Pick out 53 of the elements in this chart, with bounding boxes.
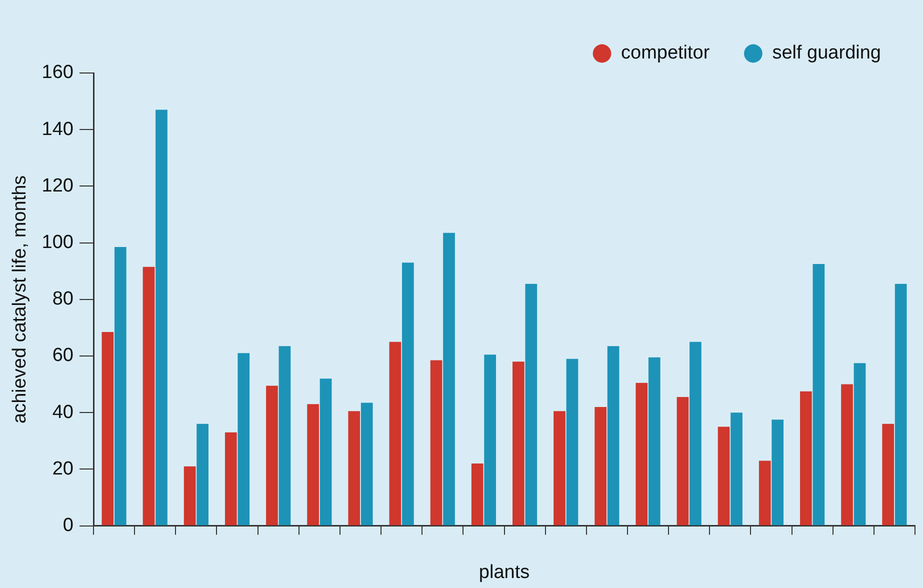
bar	[156, 110, 168, 526]
bar	[443, 232, 455, 526]
bar	[102, 332, 114, 526]
bar	[676, 397, 689, 526]
bar	[758, 460, 771, 526]
bar	[812, 264, 825, 526]
bar	[307, 404, 319, 526]
bar	[196, 424, 208, 526]
y-tick-label: 0	[62, 515, 74, 536]
bar	[554, 411, 566, 526]
bar	[566, 358, 578, 526]
bar	[841, 384, 853, 526]
bar	[278, 346, 291, 526]
bar	[238, 353, 250, 526]
bar	[360, 402, 373, 526]
bar	[718, 426, 730, 526]
bar	[114, 247, 126, 526]
bar	[430, 360, 442, 526]
y-axis-title: achieved catalyst life, months	[10, 175, 31, 424]
legend-label: competitor	[621, 42, 710, 64]
y-tick-label: 160	[42, 62, 74, 84]
bar	[607, 346, 620, 526]
bar	[882, 424, 894, 526]
bar	[142, 266, 155, 526]
legend-label: self guarding	[772, 42, 881, 64]
y-tick-label: 120	[42, 175, 74, 196]
bar	[854, 363, 866, 526]
y-tick-label: 20	[52, 458, 74, 480]
bar	[512, 362, 524, 526]
bar	[894, 284, 907, 526]
bar	[402, 262, 414, 526]
bar	[320, 378, 332, 526]
y-tick-label: 100	[42, 232, 74, 254]
x-axis-title: plants	[478, 562, 530, 583]
bar	[184, 466, 196, 526]
bar	[266, 386, 278, 526]
bar	[772, 420, 784, 526]
y-tick-label: 40	[52, 402, 74, 423]
bar	[648, 357, 660, 526]
bar	[690, 342, 702, 526]
bar	[471, 464, 484, 526]
bar	[484, 354, 496, 526]
bar	[389, 342, 402, 526]
bar	[224, 432, 237, 526]
bar	[730, 412, 742, 526]
bar	[636, 382, 648, 526]
y-tick-label: 140	[42, 118, 74, 140]
bar	[594, 406, 606, 526]
bar	[348, 411, 360, 526]
bar	[800, 391, 812, 526]
bar	[525, 284, 538, 526]
y-tick-label: 60	[52, 345, 74, 366]
y-tick-label: 80	[52, 288, 74, 310]
